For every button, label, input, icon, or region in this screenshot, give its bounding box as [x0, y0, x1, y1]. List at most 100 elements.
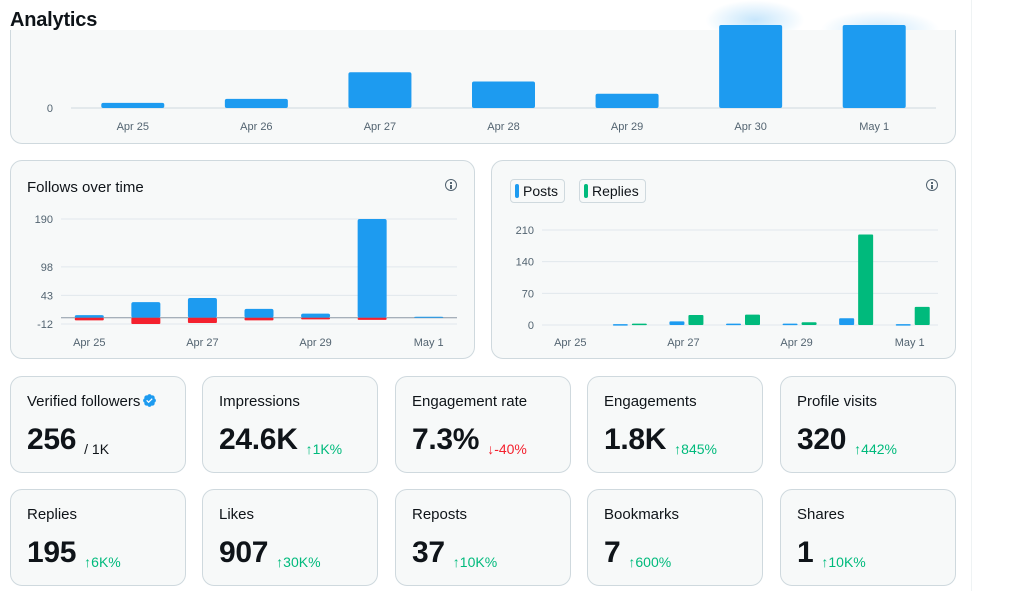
stat-value: 320	[797, 423, 847, 456]
stat-card-replies[interactable]: Replies 195 ↑6K%	[10, 489, 186, 586]
bar-positive	[357, 219, 387, 318]
info-icon[interactable]	[926, 179, 938, 191]
stat-delta: ↑30K%	[276, 554, 320, 570]
stat-delta: ↑600%	[628, 554, 671, 570]
arrow-down-icon: ↓	[487, 441, 495, 457]
x-tick-label: Apr 28	[487, 121, 519, 133]
stat-card-impressions[interactable]: Impressions 24.6K ↑1K%	[202, 376, 378, 473]
bar-positive	[131, 302, 161, 318]
y-tick-label: 190	[35, 214, 53, 226]
y-tick-label: 140	[516, 257, 534, 269]
stat-card-verified-followers[interactable]: Verified followers 256 / 1K	[10, 376, 186, 473]
bar-negative	[74, 317, 104, 321]
x-tick-label: Apr 26	[240, 121, 272, 133]
stat-delta-value: 6K%	[91, 554, 121, 570]
bar	[719, 25, 783, 108]
stat-label: Engagements	[604, 393, 697, 410]
stat-value: 7	[604, 536, 621, 569]
legend-replies-label: Replies	[592, 183, 639, 199]
bar-positive	[414, 316, 444, 318]
x-tick-label: Apr 29	[780, 337, 812, 349]
stat-delta: ↑1K%	[306, 441, 343, 457]
arrow-up-icon: ↑	[452, 554, 460, 570]
x-tick-label: Apr 30	[734, 121, 766, 133]
bar-positive	[244, 308, 274, 318]
stat-label: Engagement rate	[412, 393, 527, 410]
stat-value: 195	[27, 536, 77, 569]
stat-delta: ↑442%	[854, 441, 897, 457]
x-tick-label: Apr 25	[73, 337, 105, 349]
bar	[348, 72, 412, 108]
stat-suffix: / 1K	[84, 441, 110, 457]
stat-card-engagement-rate[interactable]: Engagement rate 7.3% ↓-40%	[395, 376, 571, 473]
bar-replies	[688, 315, 704, 325]
arrow-up-icon: ↑	[84, 554, 92, 570]
arrow-up-icon: ↑	[628, 554, 636, 570]
bar	[595, 93, 659, 108]
follows-chart-card: Follows over time 190 98 43 -12 Apr 25 Apr 27…	[10, 160, 475, 359]
stat-label-text: Engagement rate	[412, 393, 528, 410]
stat-delta: ↑6K%	[84, 554, 121, 570]
y-tick-label: 210	[516, 225, 534, 237]
posts-replies-chart-card: Posts Replies 210 140 70 0 Apr 25 Apr 27 Apr 2…	[491, 160, 956, 359]
x-tick-label: Apr 29	[611, 121, 643, 133]
x-tick-label: May 1	[895, 337, 925, 349]
stat-card-reposts[interactable]: Reposts 37 ↑10K%	[395, 489, 571, 586]
posts-replies-bar-chart: 210 140 70 0 Apr 25 Apr 27 Apr 29 May 1	[516, 225, 938, 349]
bar-replies	[801, 322, 817, 325]
stat-label-text: Reposts	[412, 506, 468, 523]
bar-replies	[631, 323, 647, 326]
legend-posts[interactable]: Posts	[510, 179, 566, 203]
arrow-up-icon: ↑	[674, 441, 682, 457]
stat-card-bookmarks[interactable]: Bookmarks 7 ↑600%	[587, 489, 763, 586]
stat-card-likes[interactable]: Likes 907 ↑30K%	[202, 489, 378, 586]
stat-card-engagements[interactable]: Engagements 1.8K ↑845%	[587, 376, 763, 473]
stat-label-text: Engagements	[604, 393, 697, 410]
arrow-up-icon: ↑	[305, 441, 313, 457]
info-icon[interactable]	[445, 179, 457, 191]
bar-positive	[301, 313, 331, 318]
legend-replies[interactable]: Replies	[579, 179, 646, 203]
stat-delta-value: -40%	[494, 441, 527, 457]
bar-posts	[839, 318, 855, 325]
top-bar-chart: 0 Apr 25 Apr 26 Apr 27 Apr 28 Apr 29 Apr 30 May…	[47, 25, 936, 133]
x-tick-label: Apr 29	[299, 337, 331, 349]
arrow-up-icon: ↑	[821, 554, 829, 570]
y-tick-label: 98	[41, 262, 53, 274]
stat-label: Shares	[797, 506, 845, 523]
bar-posts	[782, 323, 798, 326]
posts-swatch	[515, 184, 519, 198]
stat-delta-value: 442%	[861, 441, 897, 457]
bar-negative	[301, 317, 331, 320]
y-tick-label: -12	[37, 319, 53, 331]
y-tick-label: 0	[528, 320, 534, 332]
stat-label: Bookmarks	[604, 506, 679, 523]
stat-label-text: Shares	[797, 506, 845, 523]
stat-label-text: Profile visits	[797, 393, 878, 410]
stat-value: 256	[27, 423, 77, 456]
stat-value: 24.6K	[219, 423, 298, 456]
stat-delta-value: 10K%	[828, 554, 866, 570]
page-title: Analytics	[10, 9, 98, 31]
x-tick-label: Apr 27	[364, 121, 396, 133]
stat-delta: ↑10K%	[453, 554, 497, 570]
stat-delta-value: 10K%	[459, 554, 498, 570]
stat-delta-value: 600%	[635, 554, 672, 570]
stat-value: 7.3%	[412, 423, 480, 456]
bar-replies	[914, 306, 930, 325]
page-divider	[971, 0, 972, 591]
stat-card-shares[interactable]: Shares 1 ↑10K%	[780, 489, 956, 586]
stat-value: 37	[412, 536, 445, 569]
stat-delta-value: 1K%	[312, 441, 343, 457]
stat-card-profile-visits[interactable]: Profile visits 320 ↑442%	[780, 376, 956, 473]
stat-label-text: Verified followers	[27, 393, 141, 410]
follows-bar-chart: 190 98 43 -12 Apr 25 Apr 27 Apr 29 May 1	[35, 214, 457, 349]
stat-label: Replies	[27, 506, 77, 523]
x-tick-label: Apr 25	[554, 337, 586, 349]
bar-negative	[131, 317, 161, 324]
legend-posts-label: Posts	[523, 183, 559, 199]
stat-label-text: Impressions	[219, 393, 300, 410]
verified-icon	[142, 393, 157, 412]
replies-swatch	[584, 184, 588, 198]
stat-delta-value: 845%	[681, 441, 717, 457]
